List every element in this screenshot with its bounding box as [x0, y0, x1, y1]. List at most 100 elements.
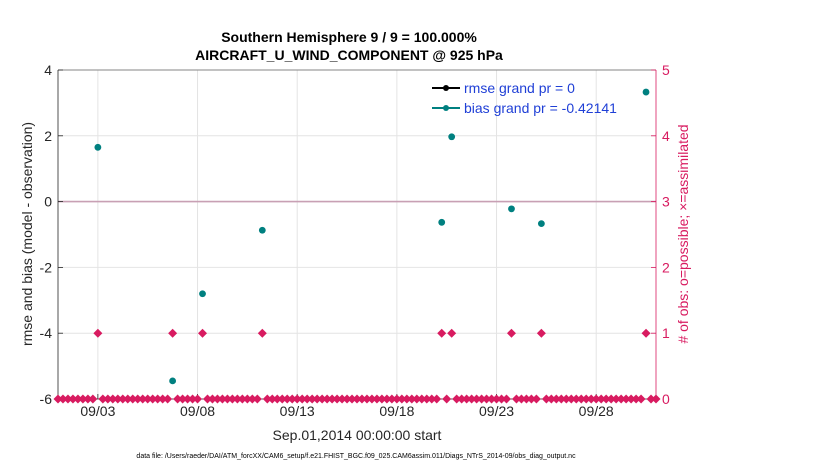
bias-point — [258, 226, 266, 234]
y-axis-right-label: # of obs: o=possible; ×=assimilated — [675, 124, 691, 343]
obs-count-marker — [178, 394, 188, 404]
y-tick-label: -6 — [40, 391, 53, 407]
obs-count-marker — [312, 394, 322, 404]
obs-count-marker — [516, 394, 526, 404]
x-tick-label: 09/13 — [280, 403, 315, 419]
obs-count-marker — [392, 394, 402, 404]
obs-count-marker — [198, 328, 208, 338]
bias-point — [438, 218, 446, 226]
obs-count-marker — [103, 394, 113, 404]
obs-count-marker — [372, 394, 382, 404]
obs-count-marker — [272, 394, 282, 404]
obs-count-marker — [347, 394, 357, 404]
obs-count-marker — [641, 328, 651, 338]
obs-count-marker — [292, 394, 302, 404]
obs-count-marker — [173, 394, 183, 404]
obs-count-marker — [53, 394, 63, 404]
y-tick-label: -2 — [40, 259, 53, 275]
obs-count-marker — [227, 394, 237, 404]
obs-count-marker — [133, 394, 143, 404]
obs-count-marker — [447, 328, 457, 338]
obs-count-marker — [631, 394, 641, 404]
obs-count-marker — [327, 394, 337, 404]
obs-count-marker — [88, 394, 98, 404]
obs-count-marker — [492, 394, 502, 404]
y-ticks-left: -6 -4 -2 0 2 4 — [40, 62, 63, 407]
obs-count-marker — [193, 394, 203, 404]
obs-count-marker — [68, 394, 78, 404]
plot-area — [58, 70, 656, 399]
obs-count-marker — [357, 394, 367, 404]
bias-point — [199, 290, 206, 298]
obs-count-marker — [212, 394, 222, 404]
obs-count-marker — [576, 394, 586, 404]
obs-count-marker — [606, 394, 616, 404]
obs-count-marker — [566, 394, 576, 404]
obs-count-marker — [626, 394, 636, 404]
obs-count-marker — [242, 394, 252, 404]
obs-count-marker — [73, 394, 83, 404]
obs-count-marker — [352, 394, 362, 404]
obs-count-marker — [442, 394, 452, 404]
y-right-tick-label: 1 — [662, 325, 670, 341]
obs-count-marker — [596, 394, 606, 404]
obs-count-marker — [536, 328, 546, 338]
legend: rmse grand pr = 0 bias grand pr = -0.421… — [432, 80, 617, 116]
obs-count-marker — [257, 328, 267, 338]
obs-count-marker — [581, 394, 591, 404]
obs-count-marker — [621, 394, 631, 404]
obs-count-marker — [93, 328, 103, 338]
obs-count-marker — [601, 394, 611, 404]
obs-count-marker — [382, 394, 392, 404]
obs-count-marker — [247, 394, 257, 404]
obs-count-marker — [168, 328, 178, 338]
obs-count-marker — [317, 394, 327, 404]
obs-count-marker — [188, 394, 198, 404]
chart-subtitle: AIRCRAFT_U_WIND_COMPONENT @ 925 hPa — [195, 47, 503, 63]
x-axis-label: Sep.01,2014 00:00:00 start — [273, 427, 442, 443]
obs-count-marker — [277, 394, 287, 404]
obs-count-marker — [586, 394, 596, 404]
obs-count-marker — [432, 394, 442, 404]
obs-count-marker — [412, 394, 422, 404]
obs-count-marker — [387, 394, 397, 404]
y-tick-label: 4 — [44, 62, 52, 78]
obs-count-marker — [402, 394, 412, 404]
obs-count-marker — [646, 394, 656, 404]
obs-count-marker — [502, 394, 511, 404]
obs-count-marker — [487, 394, 497, 404]
obs-count-marker — [427, 394, 437, 404]
bias-point — [94, 143, 102, 151]
obs-count-marker — [437, 328, 447, 338]
bias-point — [537, 220, 545, 228]
obs-count-marker — [108, 394, 118, 404]
legend-bias-marker — [443, 105, 449, 111]
y-axis-label: rmse and bias (model - observation) — [19, 122, 35, 346]
obs-markers — [53, 328, 661, 404]
obs-count-marker — [591, 394, 601, 404]
obs-count-marker — [561, 394, 571, 404]
obs-count-marker — [262, 394, 272, 404]
y-tick-label: 2 — [44, 128, 52, 144]
bias-point — [448, 133, 456, 141]
obs-count-marker — [422, 394, 432, 404]
obs-count-marker — [452, 394, 462, 404]
obs-count-marker — [217, 394, 227, 404]
obs-count-marker — [322, 394, 332, 404]
obs-count-marker — [98, 394, 108, 404]
y-right-tick-label: 0 — [662, 391, 670, 407]
y-right-tick-label: 3 — [662, 194, 670, 210]
legend-bias-label: bias grand pr = -0.42141 — [464, 100, 617, 116]
obs-count-marker — [342, 394, 352, 404]
x-tick-label: 09/18 — [379, 403, 414, 419]
obs-count-marker — [651, 394, 661, 404]
x-tick-label: 09/23 — [479, 403, 514, 419]
x-tick-label: 09/03 — [80, 403, 115, 419]
obs-count-marker — [526, 394, 536, 404]
obs-count-marker — [252, 394, 262, 404]
obs-count-marker — [118, 394, 128, 404]
obs-count-marker — [58, 394, 68, 404]
obs-count-marker — [546, 394, 556, 404]
obs-count-marker — [143, 394, 153, 404]
obs-count-marker — [337, 394, 347, 404]
